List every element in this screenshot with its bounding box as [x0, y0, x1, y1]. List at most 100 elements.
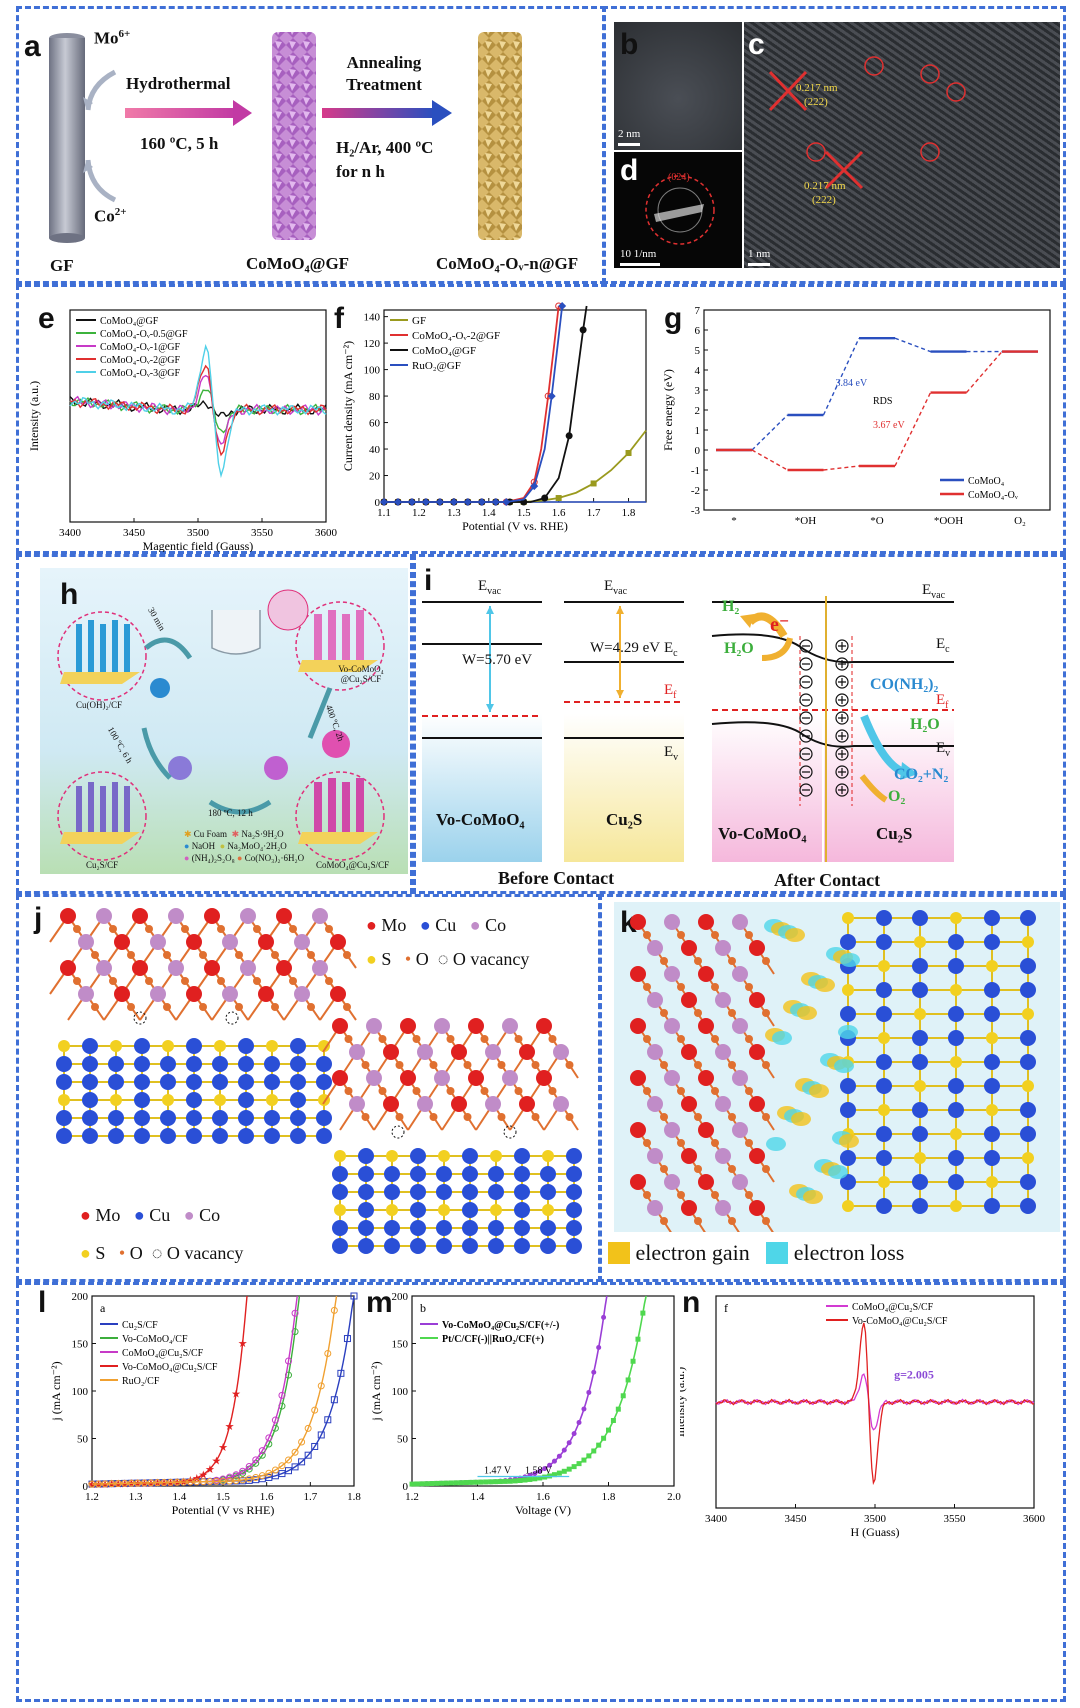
cu-atom	[912, 1126, 928, 1142]
curve-marker	[537, 1475, 543, 1481]
s-atom	[438, 1204, 450, 1216]
y-tick-label: 0	[83, 1481, 89, 1493]
o-atom	[677, 931, 685, 939]
cu-atom	[948, 958, 964, 974]
co-atom	[732, 914, 748, 930]
step-label: *OH	[795, 515, 816, 527]
ev-1-sub: v	[673, 752, 679, 763]
legend-label: Cu₂S/CF	[122, 1320, 158, 1331]
curve-marker	[571, 1431, 577, 1437]
curve-marker	[173, 1478, 181, 1486]
curve-marker	[453, 1480, 459, 1486]
legend-label: Vo-CoMoO₄/CF	[122, 1334, 188, 1345]
o-atom	[643, 1035, 651, 1043]
o-atom	[745, 931, 753, 939]
co-atom	[664, 1174, 680, 1190]
mo-atom	[114, 934, 130, 950]
lsv-marker	[449, 498, 458, 506]
mo-atom	[451, 1044, 467, 1060]
curve-marker	[271, 1416, 279, 1424]
cu-atom	[840, 1174, 856, 1190]
annotation-red: 3.67 eV	[873, 420, 905, 431]
y-tick-label: 2	[695, 405, 701, 417]
x-tick-label: 1.8	[602, 1491, 616, 1503]
cu-atom	[160, 1056, 176, 1072]
curve-marker	[108, 1480, 116, 1488]
mo-atom	[630, 914, 646, 930]
curve-marker: ★	[212, 1455, 222, 1467]
cu-atom	[1020, 958, 1036, 974]
o-atom	[711, 931, 719, 939]
curve-marker	[522, 1477, 528, 1483]
k-legend: electron gain electron loss	[608, 1240, 904, 1266]
curve-marker	[265, 1473, 273, 1481]
o-atom	[762, 1113, 770, 1121]
co-atom	[312, 960, 328, 976]
cu-atom	[238, 1092, 254, 1108]
cu-atom	[186, 1110, 202, 1126]
mo-atom	[400, 1070, 416, 1086]
cu-atom	[488, 1238, 504, 1254]
mo-atom	[519, 1096, 535, 1112]
curve-marker	[419, 1481, 425, 1487]
mo-atom	[114, 986, 130, 1002]
mo-atom	[536, 1070, 552, 1086]
cu-atom	[1020, 982, 1036, 998]
j-legend-mo: Mo	[381, 915, 407, 935]
curve-marker	[532, 1471, 538, 1477]
curve-marker	[180, 1478, 188, 1486]
cu-atom	[238, 1074, 254, 1090]
o-atom	[660, 1165, 668, 1173]
curve-marker	[265, 1434, 273, 1442]
o-vacancy	[225, 1011, 239, 1025]
o-atom	[694, 957, 702, 965]
plane-1: (222)	[804, 96, 828, 108]
cu-atom	[948, 1030, 964, 1046]
curve-marker	[199, 1478, 207, 1486]
graphite-rod	[49, 38, 85, 238]
cu-atom	[540, 1220, 556, 1236]
lsv-marker	[625, 450, 632, 457]
diffraction-ring-label: (024)	[668, 172, 690, 183]
y-tick-label: 100	[364, 365, 381, 377]
s-atom	[214, 1040, 226, 1052]
reagent-4: Na₂MoO₄·2H₂O	[227, 841, 287, 851]
reagent-1: Cu Foam	[193, 829, 228, 839]
lsv-marker	[393, 498, 402, 506]
curve-marker	[601, 1435, 607, 1441]
mo-atom	[698, 966, 714, 982]
curve-marker	[101, 1480, 109, 1488]
before-contact: Before Contact	[498, 868, 615, 888]
o-atom	[253, 925, 261, 933]
legend-label: CoMoO₄@GF	[100, 316, 159, 327]
j-legend2-ov: O vacancy	[166, 1243, 244, 1263]
curve-marker	[473, 1479, 479, 1485]
s-atom	[266, 1040, 278, 1052]
scale-bar-d	[620, 263, 660, 266]
y-tick-label: 200	[392, 1291, 409, 1303]
mo-atom	[749, 1044, 765, 1060]
o-atom	[728, 1009, 736, 1017]
mo-atom	[60, 908, 76, 924]
curve-marker	[551, 1458, 557, 1464]
sublabel: a	[100, 1301, 106, 1315]
o-atom	[531, 1113, 540, 1121]
curve-marker	[507, 1478, 513, 1484]
curve-marker	[640, 1310, 646, 1316]
ec-1-sub: c	[673, 648, 678, 659]
y-tick-label: 150	[392, 1339, 409, 1351]
cu-atom	[290, 1056, 306, 1072]
x-tick-label: 1.7	[303, 1491, 317, 1503]
synthesis-scheme	[57, 589, 385, 861]
mo-atom	[258, 986, 274, 1002]
annotation-blue: 3.84 eV	[836, 378, 868, 389]
o-atom	[325, 977, 333, 985]
curve-marker: ★	[166, 1477, 176, 1489]
co-atom	[664, 966, 680, 982]
curve-marker	[278, 1391, 286, 1399]
cu-atom	[948, 1006, 964, 1022]
mo-atom	[330, 986, 346, 1002]
mo-atom	[276, 960, 292, 976]
electron-gain-isosurface	[791, 1112, 811, 1126]
s-atom	[110, 1040, 122, 1052]
